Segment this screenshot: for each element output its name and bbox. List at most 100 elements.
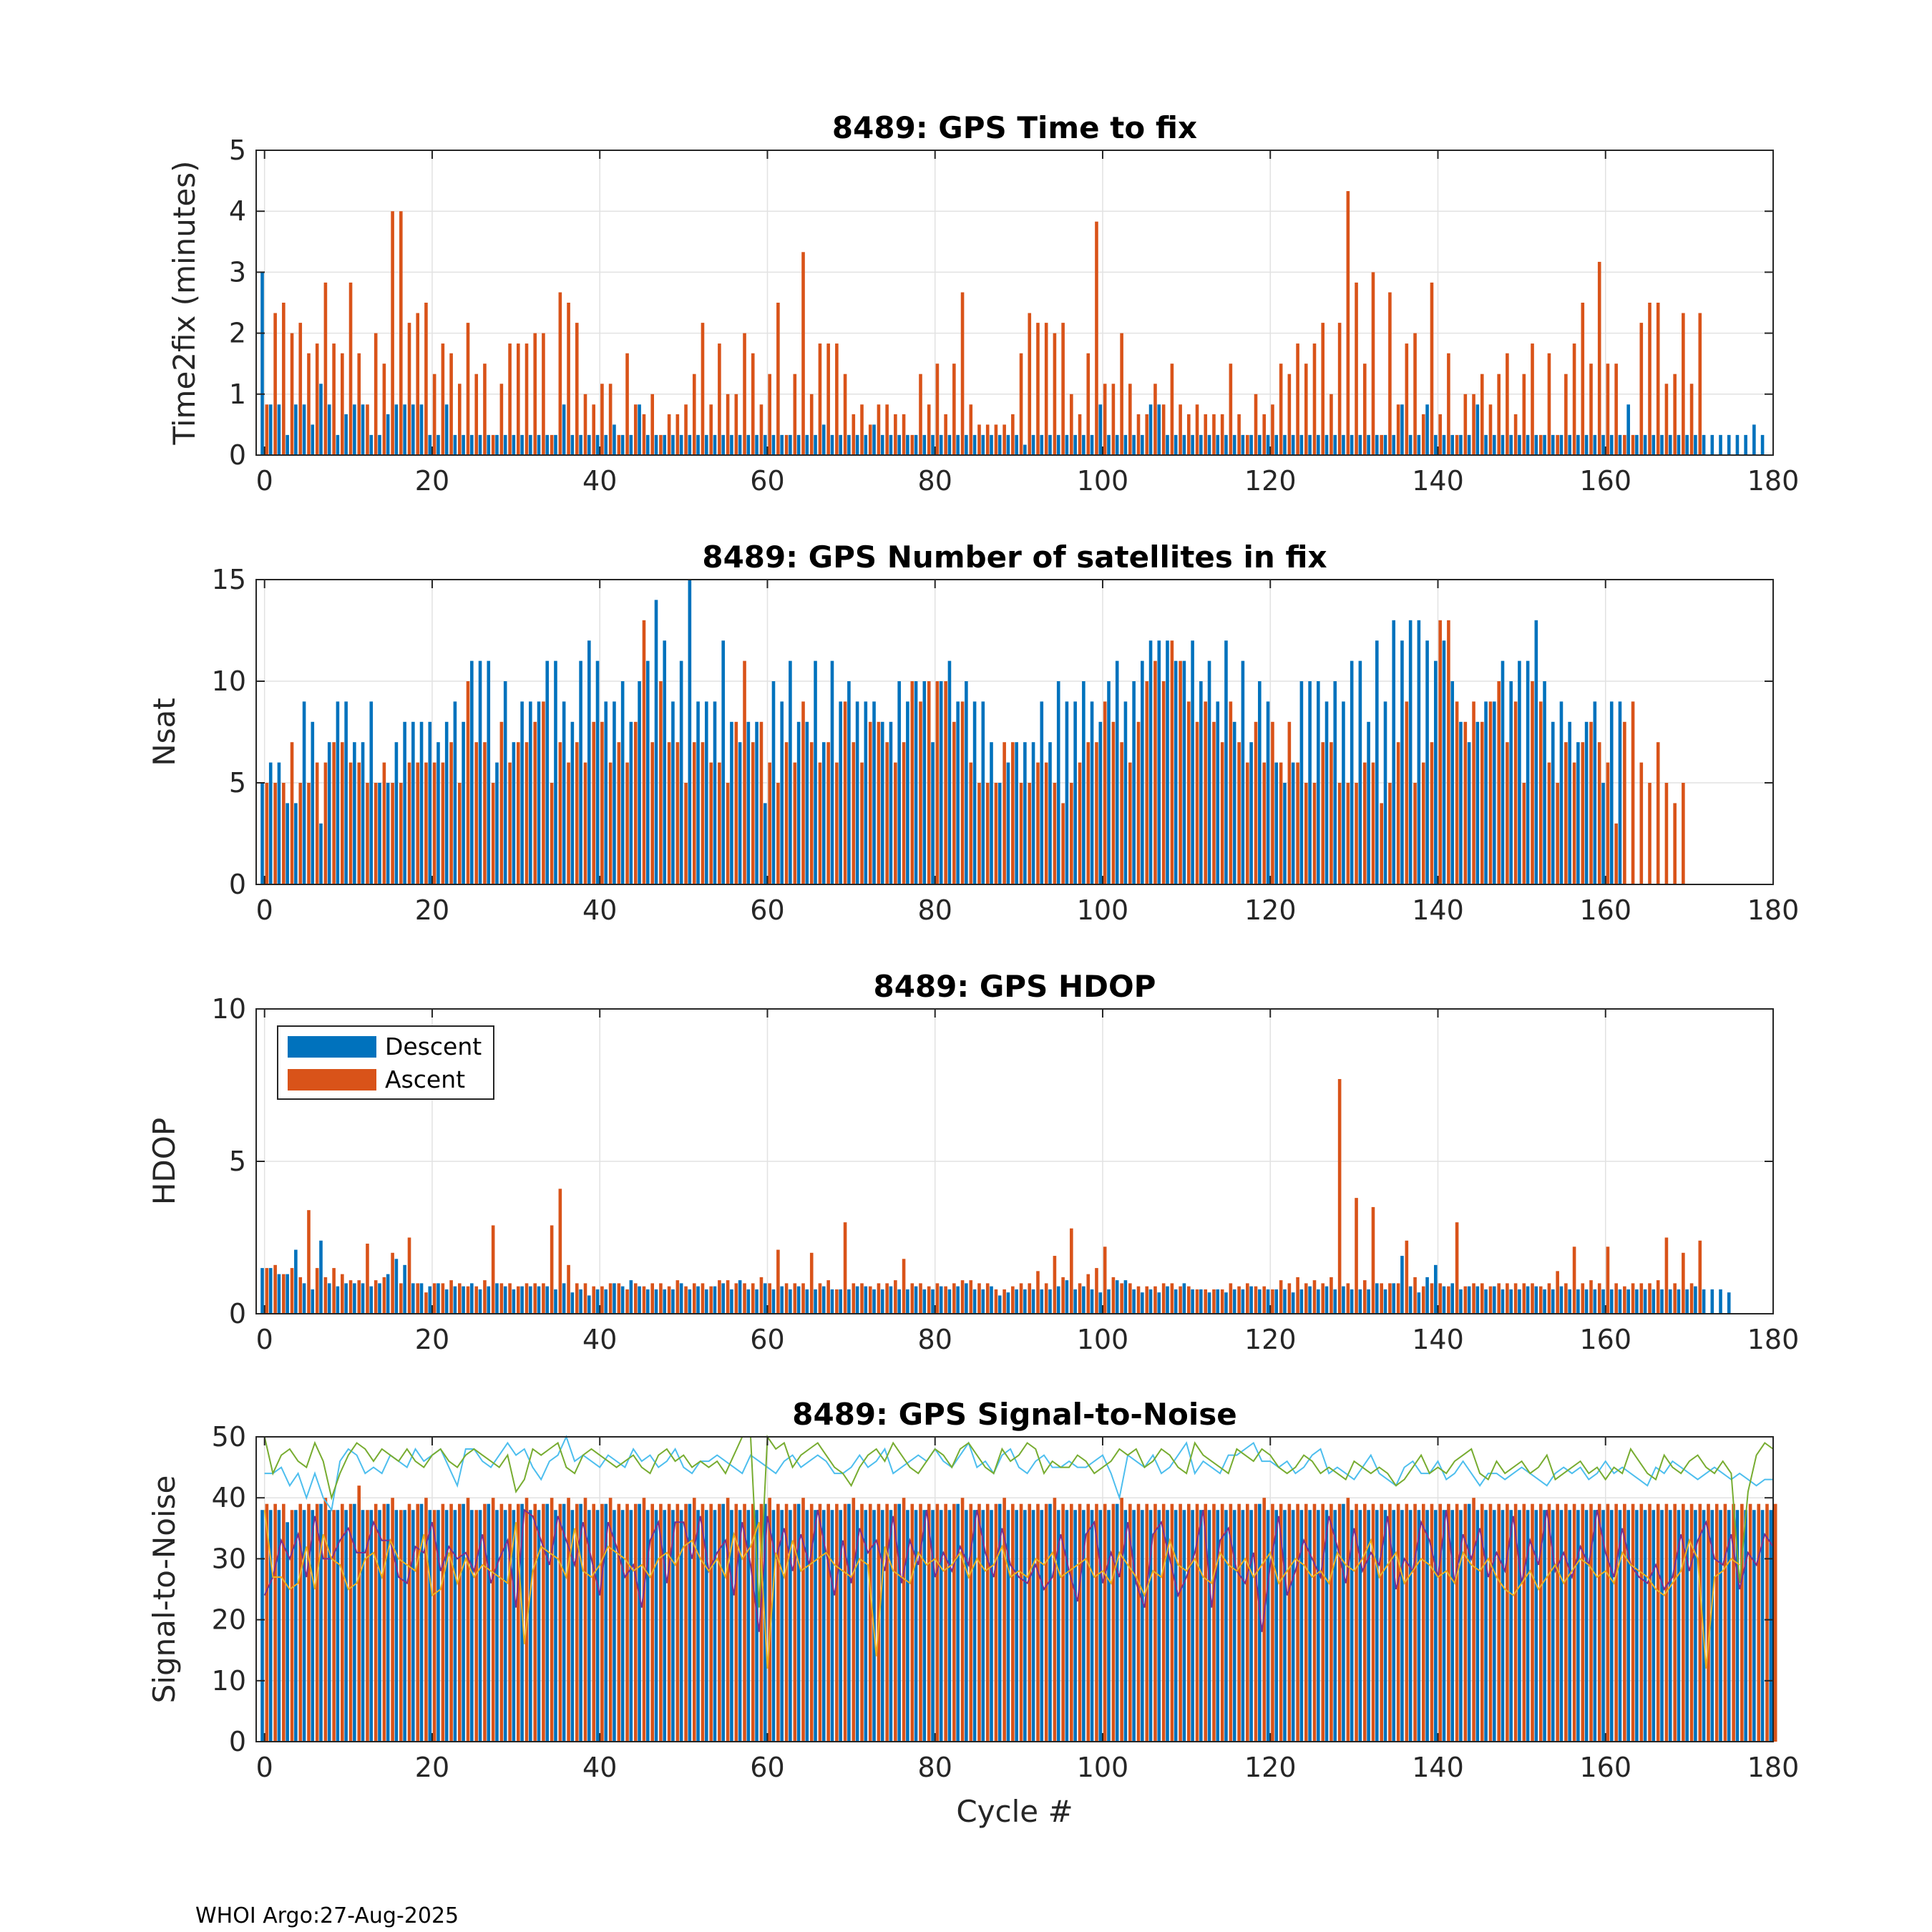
bar-descent-118 bbox=[1249, 742, 1253, 884]
bar-ascent-17 bbox=[407, 323, 411, 455]
bar-ascent-98 bbox=[1086, 1274, 1091, 1314]
y-tick-label: 5 bbox=[229, 767, 246, 799]
bar-ascent-37 bbox=[575, 1283, 579, 1314]
bar-ascent-103 bbox=[1128, 1503, 1132, 1742]
bar-ascent-117 bbox=[1246, 1503, 1249, 1742]
bar-descent-21 bbox=[436, 1510, 440, 1742]
bar-ascent-128 bbox=[1337, 1503, 1342, 1742]
bar-ascent-97 bbox=[1078, 414, 1082, 455]
bar-ascent-100 bbox=[1103, 1503, 1107, 1742]
bar-ascent-38 bbox=[583, 1498, 587, 1742]
bar-ascent-71 bbox=[860, 1283, 864, 1314]
bar-descent-24 bbox=[462, 434, 465, 455]
bar-ascent-27 bbox=[491, 783, 495, 884]
bar-descent-100 bbox=[1098, 721, 1103, 884]
bar-ascent-111 bbox=[1195, 1503, 1199, 1742]
legend-swatch-ascent bbox=[288, 1069, 376, 1091]
bar-ascent-49 bbox=[675, 742, 680, 884]
bar-descent-39 bbox=[587, 434, 591, 455]
bar-ascent-13 bbox=[374, 783, 378, 884]
bar-descent-29 bbox=[503, 681, 507, 884]
bar-descent-31 bbox=[520, 434, 524, 455]
bar-ascent-100 bbox=[1103, 384, 1107, 455]
bar-descent-138 bbox=[1417, 434, 1421, 455]
bar-ascent-83 bbox=[960, 1280, 965, 1314]
bar-ascent-172 bbox=[1707, 1503, 1710, 1742]
bar-ascent-49 bbox=[675, 1503, 680, 1742]
bar-descent-37 bbox=[570, 721, 575, 884]
bar-ascent-65 bbox=[809, 1503, 814, 1742]
bar-descent-93 bbox=[1040, 1510, 1044, 1742]
x-tick-label: 160 bbox=[1579, 1752, 1631, 1783]
bar-ascent-31 bbox=[525, 1283, 529, 1314]
bar-ascent-59 bbox=[759, 404, 763, 455]
bar-ascent-71 bbox=[860, 404, 864, 455]
bar-descent-1 bbox=[268, 404, 273, 455]
legend-label-ascent: Ascent bbox=[385, 1065, 465, 1093]
bar-ascent-76 bbox=[902, 742, 906, 884]
bar-ascent-174 bbox=[1723, 1503, 1727, 1742]
bar-ascent-125 bbox=[1312, 1503, 1317, 1742]
bar-ascent-67 bbox=[826, 1503, 830, 1742]
bar-descent-75 bbox=[889, 1510, 893, 1742]
bar-ascent-147 bbox=[1497, 681, 1501, 884]
bar-descent-138 bbox=[1417, 620, 1421, 884]
bar-descent-20 bbox=[428, 434, 432, 455]
bar-ascent-101 bbox=[1111, 1277, 1116, 1314]
bar-descent-87 bbox=[990, 1286, 993, 1314]
bar-ascent-72 bbox=[868, 424, 872, 455]
bar-ascent-88 bbox=[1002, 1498, 1006, 1742]
bar-descent-70 bbox=[847, 681, 851, 884]
bar-descent-68 bbox=[830, 660, 834, 884]
bar-ascent-136 bbox=[1405, 701, 1409, 884]
bar-descent-92 bbox=[1031, 742, 1035, 884]
bar-ascent-35 bbox=[558, 1189, 562, 1314]
bar-descent-36 bbox=[562, 1283, 566, 1314]
bar-ascent-64 bbox=[801, 1283, 805, 1314]
bar-descent-168 bbox=[1668, 1510, 1672, 1742]
bar-ascent-46 bbox=[650, 1503, 654, 1742]
bar-descent-95 bbox=[1056, 434, 1060, 455]
bar-ascent-115 bbox=[1229, 1283, 1233, 1314]
bar-ascent-158 bbox=[1589, 1280, 1593, 1314]
bar-ascent-70 bbox=[852, 742, 856, 884]
bar-ascent-72 bbox=[868, 1503, 872, 1742]
bar-descent-45 bbox=[638, 404, 641, 455]
bar-descent-74 bbox=[880, 1510, 884, 1742]
bar-descent-29 bbox=[503, 1286, 507, 1314]
bar-descent-132 bbox=[1367, 1289, 1370, 1314]
bar-descent-52 bbox=[696, 701, 700, 884]
bar-ascent-84 bbox=[969, 1503, 973, 1742]
bar-ascent-153 bbox=[1547, 762, 1551, 884]
bar-ascent-75 bbox=[894, 1503, 897, 1742]
bar-ascent-85 bbox=[977, 1503, 981, 1742]
bar-ascent-155 bbox=[1564, 742, 1568, 884]
bar-ascent-31 bbox=[525, 742, 529, 884]
bar-ascent-81 bbox=[944, 1286, 947, 1314]
bar-descent-41 bbox=[604, 1503, 608, 1742]
bar-descent-148 bbox=[1501, 660, 1505, 884]
bar-ascent-179 bbox=[1765, 1503, 1769, 1742]
bar-descent-48 bbox=[663, 434, 667, 455]
bar-ascent-73 bbox=[877, 404, 881, 455]
bar-descent-54 bbox=[713, 701, 717, 884]
bar-descent-100 bbox=[1098, 404, 1103, 455]
bar-descent-140 bbox=[1433, 1510, 1438, 1742]
bar-descent-94 bbox=[1048, 742, 1052, 884]
bar-descent-78 bbox=[914, 681, 918, 884]
bar-descent-152 bbox=[1534, 434, 1538, 455]
bar-descent-31 bbox=[520, 701, 524, 884]
bar-ascent-41 bbox=[608, 762, 613, 884]
bar-descent-84 bbox=[965, 681, 968, 884]
bar-ascent-15 bbox=[391, 211, 394, 455]
bar-ascent-64 bbox=[801, 252, 805, 455]
bar-ascent-1 bbox=[273, 313, 277, 455]
bar-descent-116 bbox=[1232, 721, 1236, 884]
bar-ascent-45 bbox=[642, 1286, 646, 1314]
x-tick-label: 120 bbox=[1244, 1324, 1297, 1355]
bar-ascent-101 bbox=[1111, 721, 1116, 884]
bar-descent-179 bbox=[1760, 434, 1765, 455]
bar-descent-144 bbox=[1467, 742, 1471, 884]
bar-ascent-33 bbox=[542, 1283, 545, 1314]
bar-descent-171 bbox=[1694, 434, 1697, 455]
